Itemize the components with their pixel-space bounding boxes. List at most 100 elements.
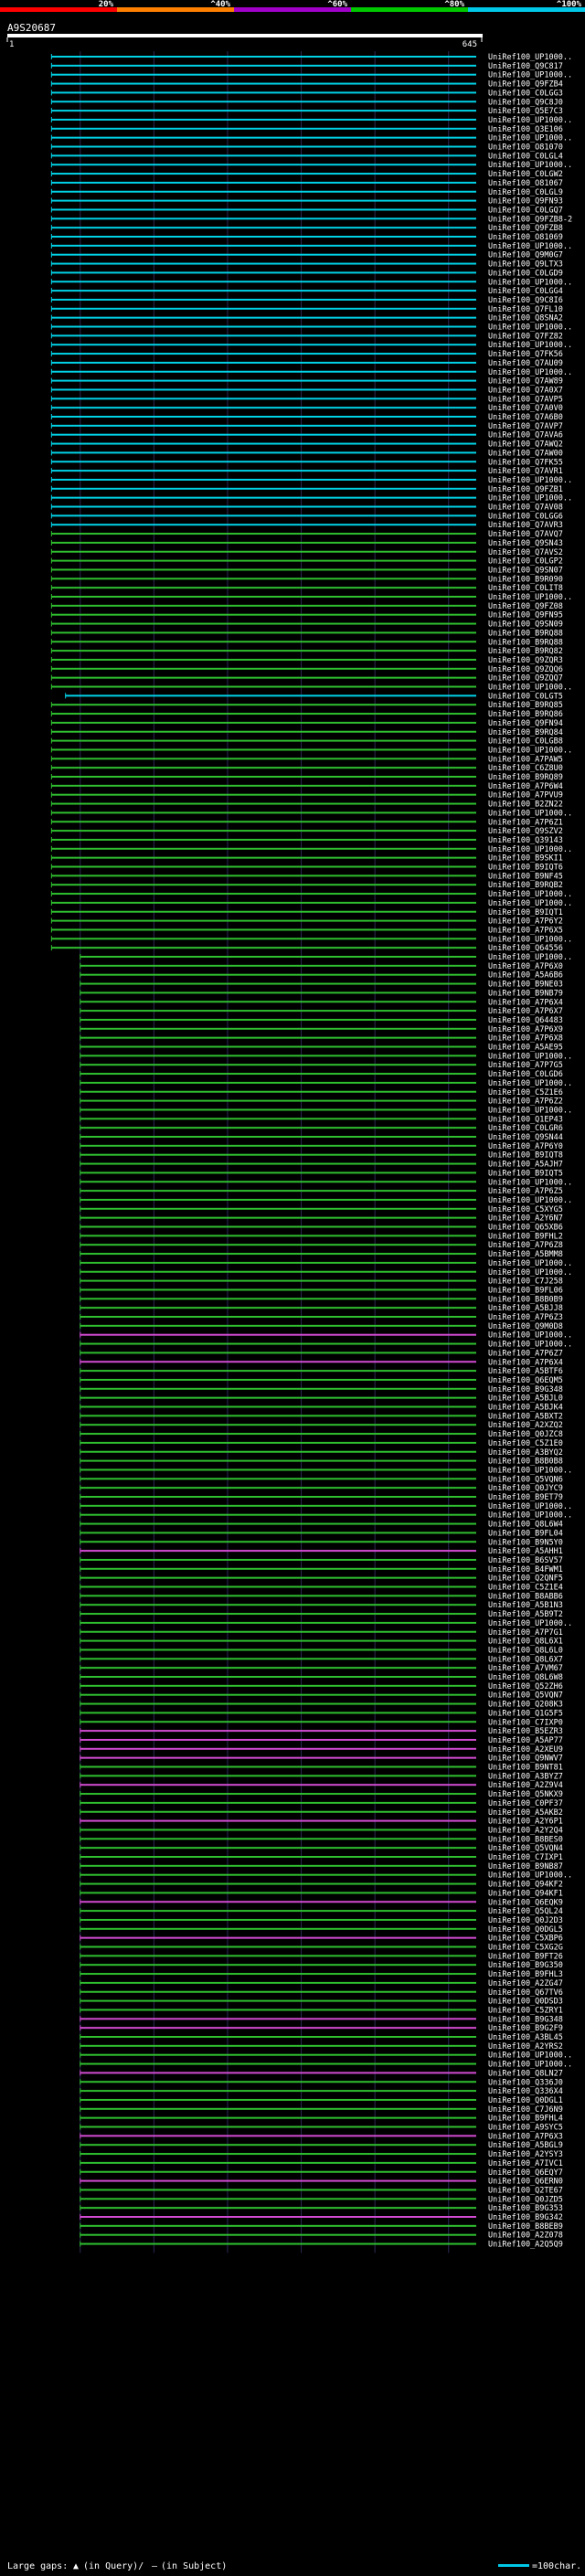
hit-label[interactable]: UniRef100_B4FWM1 <box>488 1565 563 1574</box>
hit-row[interactable]: UniRef100_A2Z9V4 <box>80 1781 563 1790</box>
hit-row[interactable]: UniRef100_O81067 <box>50 179 563 188</box>
hit-row[interactable]: UniRef100_UP1000.. <box>50 278 572 287</box>
hit-label[interactable]: UniRef100_UP1000.. <box>488 899 572 908</box>
hit-row[interactable]: UniRef100_A5BMM8 <box>80 1250 563 1259</box>
hit-label[interactable]: UniRef100_Q9FZB8 <box>488 224 563 233</box>
hit-label[interactable]: UniRef100_Q9FN95 <box>488 611 563 620</box>
hit-row[interactable]: UniRef100_UP1000.. <box>80 1871 572 1881</box>
hit-label[interactable]: UniRef100_Q9SN44 <box>488 1133 563 1142</box>
hit-row[interactable]: UniRef100_B9RQ88 <box>50 638 563 647</box>
hit-row[interactable]: UniRef100_B8B0B8 <box>80 1458 563 1467</box>
hit-label[interactable]: UniRef100_Q94KF2 <box>488 1881 563 1890</box>
hit-label[interactable]: UniRef100_Q9ZQQ6 <box>488 665 563 674</box>
hit-label[interactable]: UniRef100_Q9FZ08 <box>488 602 563 611</box>
hit-row[interactable]: UniRef100_A5AHH1 <box>80 1547 563 1556</box>
hit-label[interactable]: UniRef100_Q2QNF5 <box>488 1574 563 1584</box>
hit-label[interactable]: UniRef100_A3BL45 <box>488 2033 563 2042</box>
hit-row[interactable]: UniRef100_A7IVC1 <box>80 2159 563 2168</box>
hit-row[interactable]: UniRef100_C7IXP0 <box>80 1718 563 1727</box>
hit-label[interactable]: UniRef100_B9FT26 <box>488 1952 563 1961</box>
hit-label[interactable]: UniRef100_A5A6B6 <box>488 971 563 981</box>
hit-label[interactable]: UniRef100_B9R090 <box>488 575 563 584</box>
hit-label[interactable]: UniRef100_B9IQT8 <box>488 1151 563 1161</box>
hit-row[interactable]: UniRef100_Q8SNA2 <box>50 314 563 323</box>
hit-row[interactable]: UniRef100_Q7FK55 <box>50 458 563 467</box>
hit-row[interactable]: UniRef100_Q7AVR1 <box>50 467 563 476</box>
hit-label[interactable]: UniRef100_UP1000.. <box>488 53 572 62</box>
hit-label[interactable]: UniRef100_A7P6Z8 <box>488 1241 563 1250</box>
hit-label[interactable]: UniRef100_Q7FZ82 <box>488 332 563 341</box>
hit-row[interactable]: UniRef100_A5AJH7 <box>80 1161 563 1170</box>
hit-label[interactable]: UniRef100_C0LGL4 <box>488 152 563 161</box>
hit-row[interactable]: UniRef100_A5B9T2 <box>80 1610 563 1619</box>
hit-row[interactable]: UniRef100_A7P6X7 <box>80 1007 563 1016</box>
hit-label[interactable]: UniRef100_A3BYZ7 <box>488 1772 563 1781</box>
hit-row[interactable]: UniRef100_A5A6B6 <box>80 971 563 981</box>
hit-label[interactable]: UniRef100_B9NE03 <box>488 981 563 990</box>
hit-label[interactable]: UniRef100_C0LGG3 <box>488 89 563 98</box>
hit-label[interactable]: UniRef100_UP1000.. <box>488 1178 572 1187</box>
hit-row[interactable]: UniRef100_Q9FN95 <box>50 611 563 620</box>
hit-row[interactable]: UniRef100_Q7FZ82 <box>50 332 563 341</box>
hit-label[interactable]: UniRef100_B9G350 <box>488 1961 563 1970</box>
hit-row[interactable]: UniRef100_Q6EQK9 <box>80 1898 563 1907</box>
hit-label[interactable]: UniRef100_C0LGG4 <box>488 287 563 296</box>
hit-row[interactable]: UniRef100_A7P6X0 <box>80 962 563 971</box>
hit-row[interactable]: UniRef100_UP1000.. <box>50 341 572 350</box>
hit-label[interactable]: UniRef100_A5BJL0 <box>488 1394 563 1404</box>
hit-label[interactable]: UniRef100_C5XBP6 <box>488 1935 563 1944</box>
hit-row[interactable]: UniRef100_C0LGL9 <box>50 188 563 197</box>
hit-label[interactable]: UniRef100_UP1000.. <box>488 242 572 251</box>
hit-label[interactable]: UniRef100_Q9SN07 <box>488 566 563 575</box>
hit-label[interactable]: UniRef100_C7J258 <box>488 1277 563 1287</box>
hit-row[interactable]: UniRef100_A7P6X3 <box>80 2132 563 2141</box>
hit-row[interactable]: UniRef100_C5Z1E0 <box>80 1439 563 1448</box>
hit-row[interactable]: UniRef100_B9RQ86 <box>50 710 563 719</box>
hit-label[interactable]: UniRef100_Q9SZV2 <box>488 827 563 836</box>
hit-row[interactable]: UniRef100_Q9C8I6 <box>50 296 563 305</box>
hit-label[interactable]: UniRef100_UP1000.. <box>488 2061 572 2070</box>
hit-label[interactable]: UniRef100_Q0JZC8 <box>488 1430 563 1439</box>
hit-row[interactable]: UniRef100_C0LIT8 <box>50 584 563 593</box>
hit-label[interactable]: UniRef100_A7P7G1 <box>488 1628 563 1638</box>
hit-label[interactable]: UniRef100_A7P6Z3 <box>488 1313 563 1322</box>
hit-label[interactable]: UniRef100_Q65XB6 <box>488 1224 563 1233</box>
hit-row[interactable]: UniRef100_UP1000.. <box>80 2051 572 2061</box>
hit-row[interactable]: UniRef100_UP1000.. <box>50 746 572 755</box>
hit-row[interactable]: UniRef100_Q7A6B0 <box>50 413 563 422</box>
hit-row[interactable]: UniRef100_B9G348 <box>80 1385 563 1394</box>
hit-row[interactable]: UniRef100_UP1000.. <box>80 1106 572 1115</box>
hit-row[interactable]: UniRef100_A2Y6N7 <box>80 1214 563 1224</box>
hit-label[interactable]: UniRef100_B8B0B8 <box>488 1458 563 1467</box>
hit-row[interactable]: UniRef100_Q7AU09 <box>50 359 563 368</box>
hit-row[interactable]: UniRef100_A2ZG47 <box>80 1979 563 1988</box>
hit-label[interactable]: UniRef100_Q5VQN7 <box>488 1691 563 1701</box>
hit-label[interactable]: UniRef100_O81067 <box>488 179 563 188</box>
hit-label[interactable]: UniRef100_B8BES0 <box>488 1835 563 1844</box>
hit-row[interactable]: UniRef100_A7P6Z5 <box>80 1187 563 1196</box>
hit-row[interactable]: UniRef100_UP1000.. <box>80 1052 572 1061</box>
hit-label[interactable]: UniRef100_C0LIT8 <box>488 584 563 593</box>
hit-row[interactable]: UniRef100_Q336J0 <box>80 2078 563 2087</box>
hit-row[interactable]: UniRef100_A9SYC5 <box>80 2124 563 2133</box>
hit-label[interactable]: UniRef100_A7P6X0 <box>488 962 563 971</box>
hit-label[interactable]: UniRef100_UP1000.. <box>488 1466 572 1475</box>
hit-row[interactable]: UniRef100_Q6EQM5 <box>80 1376 563 1385</box>
hit-label[interactable]: UniRef100_Q39143 <box>488 836 563 845</box>
hit-label[interactable]: UniRef100_Q9C8J0 <box>488 98 563 107</box>
hit-label[interactable]: UniRef100_B9G2F9 <box>488 2024 563 2033</box>
hit-label[interactable]: UniRef100_B9G348 <box>488 2015 563 2024</box>
hit-label[interactable]: UniRef100_UP1000.. <box>488 494 572 504</box>
hit-row[interactable]: UniRef100_A2Q5Q9 <box>80 2241 563 2250</box>
hit-row[interactable]: UniRef100_Q9LTX3 <box>50 260 563 270</box>
hit-row[interactable]: UniRef100_B9N5Y0 <box>80 1538 563 1547</box>
hit-row[interactable]: UniRef100_Q9FN93 <box>50 197 563 207</box>
hit-label[interactable]: UniRef100_Q5E7C3 <box>488 107 563 116</box>
hit-label[interactable]: UniRef100_Q9ZQR3 <box>488 656 563 665</box>
hit-label[interactable]: UniRef100_Q7AVP5 <box>488 395 563 404</box>
hit-row[interactable]: UniRef100_C5Z1E6 <box>80 1088 563 1097</box>
hit-row[interactable]: UniRef100_C0LGW2 <box>50 170 563 179</box>
hit-row[interactable]: UniRef100_A7P6Z1 <box>50 818 563 827</box>
hit-label[interactable]: UniRef100_A7P6Y0 <box>488 1142 563 1151</box>
hit-row[interactable]: UniRef100_C7J6N9 <box>80 2105 563 2115</box>
